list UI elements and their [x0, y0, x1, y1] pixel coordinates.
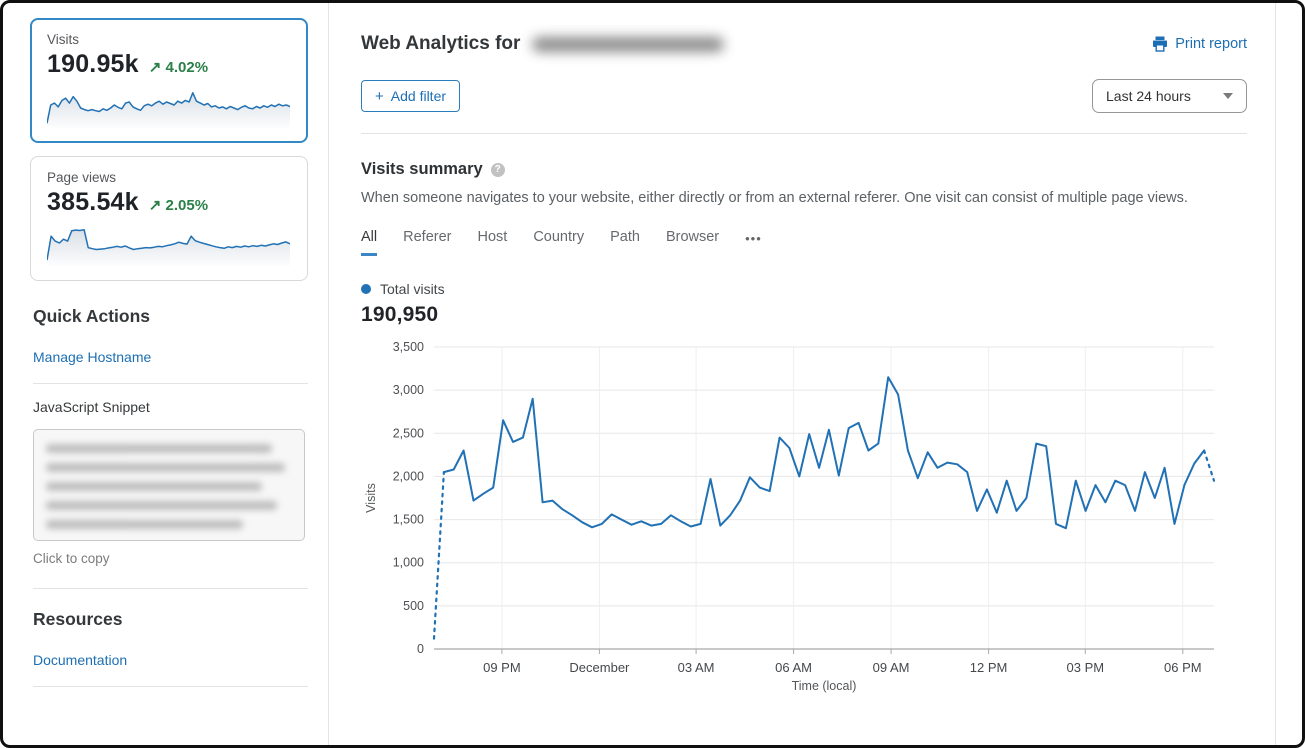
divider [361, 133, 1247, 134]
page-title: Web Analytics for [361, 33, 521, 54]
time-range-select[interactable]: Last 24 hours [1092, 79, 1247, 113]
metric-delta: ↗ 4.02% [148, 59, 209, 76]
svg-text:06 PM: 06 PM [1164, 660, 1202, 675]
click-to-copy-hint: Click to copy [33, 551, 110, 566]
chart-legend: Total visits [361, 281, 1247, 297]
metric-value: 190.95k [47, 50, 139, 78]
svg-text:Time (local): Time (local) [792, 679, 857, 693]
redacted-code-line [46, 501, 278, 510]
tab-all[interactable]: All [361, 229, 378, 256]
main-content: Web Analytics for Print report + Add fil… [328, 3, 1276, 745]
svg-text:1,000: 1,000 [393, 556, 424, 570]
redacted-code-line [46, 444, 273, 453]
metric-card-page-views[interactable]: Page views 385.54k ↗ 2.05% [30, 156, 308, 281]
resources-heading: Resources [33, 609, 123, 629]
pageviews-sparkline [47, 228, 290, 266]
tab-referer[interactable]: Referer [403, 229, 452, 245]
legend-dot-icon [361, 284, 371, 294]
svg-text:2,000: 2,000 [393, 469, 424, 483]
tab-browser[interactable]: Browser [665, 229, 720, 245]
svg-text:09 AM: 09 AM [873, 660, 910, 675]
metric-card-visits[interactable]: Visits 190.95k ↗ 4.02% [30, 18, 308, 143]
visits-line-chart[interactable]: 0 500 1,000 1,500 2,000 2,500 3,000 3,500 09 PM D… [361, 337, 1247, 698]
redacted-code-line [46, 463, 285, 472]
metric-label: Page views [47, 170, 117, 185]
metric-label: Visits [47, 32, 80, 47]
print-report-link[interactable]: Print report [1152, 36, 1247, 52]
svg-text:0: 0 [417, 642, 424, 656]
svg-text:December: December [569, 660, 630, 675]
svg-text:Visits: Visits [364, 483, 378, 513]
js-snippet-box[interactable] [33, 429, 305, 541]
svg-text:500: 500 [403, 599, 424, 613]
divider [33, 383, 308, 384]
svg-text:03 PM: 03 PM [1067, 660, 1105, 675]
tab-host[interactable]: Host [477, 229, 508, 245]
quick-actions-heading: Quick Actions [33, 306, 151, 326]
chevron-down-icon [1223, 93, 1233, 99]
svg-text:03 AM: 03 AM [678, 660, 715, 675]
redacted-code-line [46, 482, 263, 491]
tab-path[interactable]: Path [610, 229, 640, 245]
divider [33, 588, 308, 589]
js-snippet-label: JavaScript Snippet [33, 399, 150, 415]
metric-value: 385.54k [47, 188, 139, 216]
svg-text:2,500: 2,500 [393, 426, 424, 440]
manage-hostname-link[interactable]: Manage Hostname [33, 349, 152, 365]
visits-sparkline [47, 92, 290, 128]
sidebar: Visits 190.95k ↗ 4.02% Page views 385.54… [3, 3, 328, 745]
tab-country[interactable]: Country [533, 229, 585, 245]
help-icon[interactable]: ? [490, 162, 505, 177]
summary-tabs: All Referer Host Country Path Browser ••… [361, 229, 1247, 256]
section-description: When someone navigates to your website, … [361, 190, 1188, 206]
more-tabs-icon[interactable]: ••• [745, 231, 762, 246]
redacted-code-line [46, 520, 243, 529]
svg-text:06 AM: 06 AM [775, 660, 812, 675]
svg-text:3,500: 3,500 [393, 340, 424, 354]
total-visits-value: 190,950 [361, 303, 439, 326]
visits-chart-svg: 0 500 1,000 1,500 2,000 2,500 3,000 3,500 09 PM D… [364, 340, 1216, 693]
divider [33, 686, 308, 687]
add-filter-button[interactable]: + Add filter [361, 80, 461, 112]
svg-text:1,500: 1,500 [393, 513, 424, 527]
svg-text:3,000: 3,000 [393, 383, 424, 397]
legend-label: Total visits [380, 281, 445, 297]
documentation-link[interactable]: Documentation [33, 652, 128, 668]
svg-text:12 PM: 12 PM [970, 660, 1008, 675]
metric-delta: ↗ 2.05% [148, 197, 209, 214]
svg-text:09 PM: 09 PM [483, 660, 521, 675]
trend-up-icon: ↗ [148, 59, 162, 76]
section-title: Visits summary [361, 160, 483, 178]
plus-icon: + [375, 87, 384, 105]
trend-up-icon: ↗ [148, 197, 162, 214]
printer-icon [1153, 36, 1168, 52]
right-gutter [1276, 3, 1302, 745]
redacted-domain [532, 36, 725, 52]
